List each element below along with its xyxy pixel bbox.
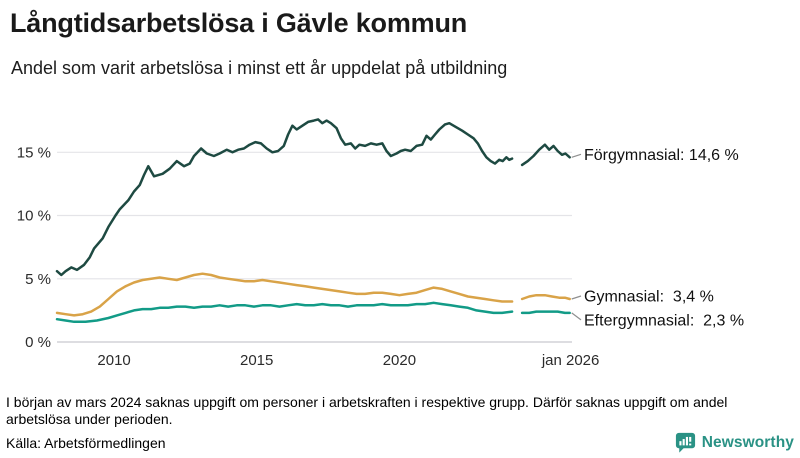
label-connector-forgymnasial bbox=[571, 153, 582, 158]
series-line-forgymnasial bbox=[55, 118, 514, 277]
newsworthy-wordmark: Newsworthy bbox=[701, 433, 794, 451]
line-chart: 0 % 5 % 10 % 15 % 2010 2015 2020 jan 2026 Förgym… bbox=[17, 118, 744, 369]
x-tick-label-2010: 2010 bbox=[97, 352, 130, 369]
x-tick-label-2015: 2015 bbox=[240, 352, 273, 369]
newsworthy-logo: Newsworthy bbox=[674, 431, 794, 454]
label-connector-eftergymnasial bbox=[571, 312, 582, 321]
y-tick-label-5: 5 % bbox=[25, 271, 51, 288]
series-line-forgymnasial-after-gap bbox=[520, 143, 571, 167]
y-tick-label-15: 15 % bbox=[17, 144, 51, 161]
x-tick-label-jan-2026: jan 2026 bbox=[541, 352, 600, 369]
series-line-eftergymnasial-after-gap bbox=[520, 310, 571, 315]
y-tick-label-10: 10 % bbox=[17, 208, 51, 225]
source-attribution: Källa: Arbetsförmedlingen bbox=[6, 435, 166, 451]
series-line-eftergymnasial bbox=[55, 301, 514, 324]
x-tick-label-2020: 2020 bbox=[383, 352, 416, 369]
chart-footnote: I början av mars 2024 saknas uppgift om … bbox=[6, 394, 728, 428]
page-title: Långtidsarbetslösa i Gävle kommun bbox=[10, 8, 468, 38]
newsworthy-chart-bubble-icon bbox=[675, 432, 695, 453]
label-connector-gymnasial bbox=[571, 295, 582, 300]
series-line-gymnasial-after-gap bbox=[520, 293, 571, 301]
series-end-label-forgymnasial: Förgymnasial: 14,6 % bbox=[584, 147, 739, 164]
y-tick-label-0: 0 % bbox=[25, 334, 51, 351]
series-end-label-gymnasial: Gymnasial: 3,4 % bbox=[584, 289, 714, 306]
series-line-gymnasial bbox=[55, 272, 514, 317]
series-end-label-eftergymnasial: Eftergymnasial: 2,3 % bbox=[584, 312, 744, 329]
page-subtitle: Andel som varit arbetslösa i minst ett å… bbox=[11, 58, 508, 79]
